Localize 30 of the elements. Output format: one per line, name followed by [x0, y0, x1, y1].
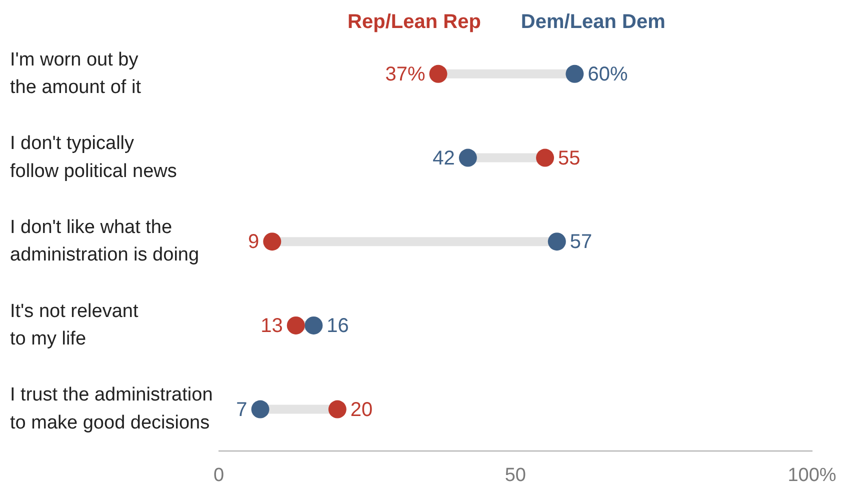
text: Dem/Lean Dem [520, 11, 666, 33]
point [251, 400, 270, 418]
point [458, 148, 477, 167]
point [536, 148, 554, 167]
point [429, 64, 448, 83]
data-label: 37% [385, 63, 426, 86]
y-tick-label: I'm worn out by the amount of it [10, 49, 142, 98]
data-label: 13 [260, 314, 283, 337]
text: Rep/Lean Rep [348, 11, 481, 33]
data-label: 20 [350, 398, 373, 421]
y-tick-label: It's not relevant to my life [10, 300, 139, 350]
x-tick-label: 0 [213, 464, 224, 486]
point [263, 232, 282, 251]
point [328, 400, 346, 418]
data-label: 42 [432, 147, 455, 170]
point [286, 316, 305, 334]
y-tick-label: I don't typically follow political news [10, 133, 177, 182]
x-tick-label: 100% [788, 464, 836, 486]
data-label: 57 [570, 231, 592, 254]
data-label: 7 [236, 398, 248, 421]
point [304, 316, 323, 334]
data-label: 16 [326, 314, 349, 337]
data-label: 60% [588, 63, 628, 86]
point [548, 232, 566, 251]
data-label: 55 [558, 147, 580, 170]
point [566, 64, 584, 83]
x-tick-label: 50 [504, 464, 526, 486]
y-tick-label: I don't like what the administration is doing [10, 217, 200, 266]
data-label: 9 [248, 231, 260, 254]
y-tick-label: I trust the administration to make good decisions [10, 384, 213, 434]
